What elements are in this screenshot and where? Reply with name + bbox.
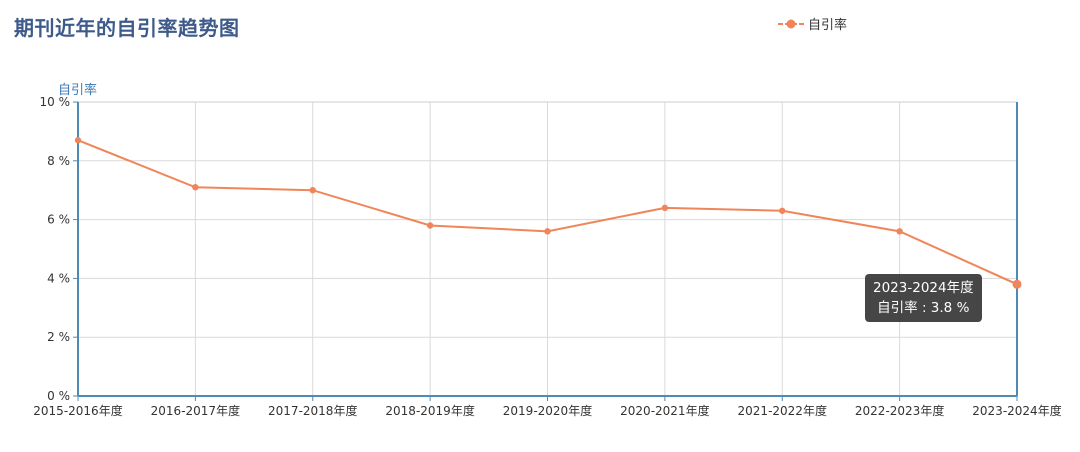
y-axis-title: 自引率 xyxy=(58,82,97,98)
y-tick-label: 6 % xyxy=(47,213,70,227)
x-tick-label: 2021-2022年度 xyxy=(738,403,827,418)
y-tick-label: 4 % xyxy=(47,271,70,285)
x-tick-label: 2017-2018年度 xyxy=(268,403,357,418)
y-tick-label: 0 % xyxy=(47,389,70,403)
data-point xyxy=(1012,279,1022,289)
tooltip-category: 2023-2024年度 xyxy=(873,280,974,297)
legend[interactable]: 自引率 xyxy=(778,14,847,33)
tick-labels: 0 % 2 % 4 % 6 % 8 % 10 % 2015-2016年度 2016-2017年… xyxy=(33,82,1061,418)
x-tick-label: 2016-2017年度 xyxy=(151,403,240,418)
tooltip-value: 自引率 : 3.8 % xyxy=(877,300,970,317)
axes xyxy=(73,101,1018,401)
legend-line-icon xyxy=(778,19,804,28)
grid xyxy=(78,101,1017,396)
data-point xyxy=(74,137,82,144)
x-tick-label: 2020-2021年度 xyxy=(620,403,709,418)
data-point xyxy=(192,184,199,191)
data-point xyxy=(896,228,903,235)
tooltip: 2023-2024年度 自引率 : 3.8 % xyxy=(865,274,982,323)
y-tick-label: 8 % xyxy=(47,154,70,168)
chart-title: 期刊近年的自引率趋势图 xyxy=(14,16,240,40)
data-point xyxy=(544,228,551,235)
data-point xyxy=(661,204,669,212)
x-tick-label: 2015-2016年度 xyxy=(33,403,122,418)
series xyxy=(74,137,1022,289)
data-point xyxy=(779,207,786,214)
y-tick-label: 10 % xyxy=(40,95,71,109)
data-point xyxy=(426,222,434,229)
x-tick-label: 2019-2020年度 xyxy=(503,403,592,418)
x-tick-label: 2023-2024年度 xyxy=(972,403,1061,418)
data-point xyxy=(309,187,316,194)
legend-label: 自引率 xyxy=(808,18,848,33)
y-tick-label: 2 % xyxy=(47,330,70,344)
x-tick-label: 2022-2023年度 xyxy=(855,403,944,418)
x-tick-label: 2018-2019年度 xyxy=(385,403,474,418)
